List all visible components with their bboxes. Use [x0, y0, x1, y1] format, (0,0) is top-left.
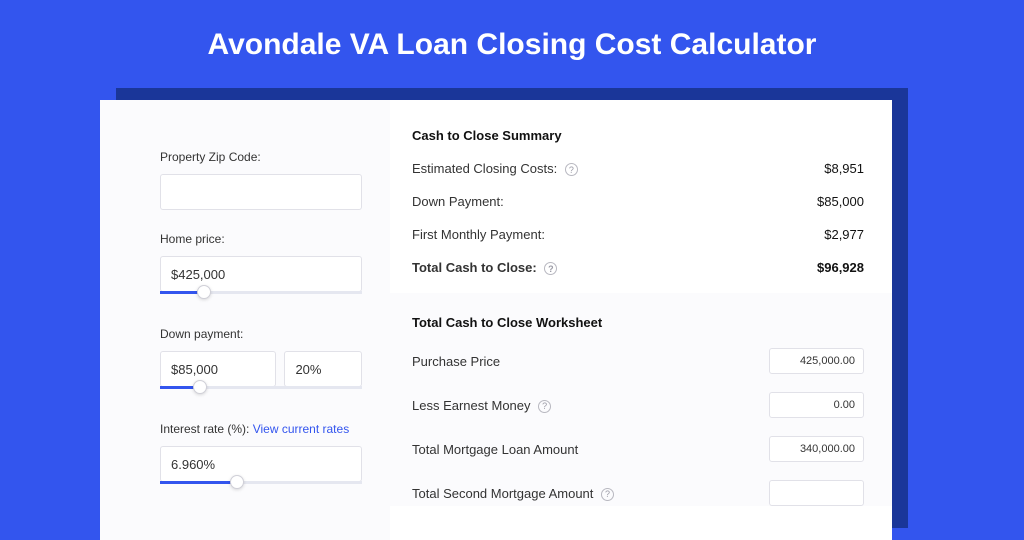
interest-label-text: Interest rate (%):	[160, 422, 253, 436]
slider-thumb[interactable]	[230, 475, 244, 489]
worksheet-value-input[interactable]	[769, 348, 864, 374]
help-icon[interactable]: ?	[538, 400, 551, 413]
help-icon[interactable]: ?	[601, 488, 614, 501]
help-icon[interactable]: ?	[544, 262, 557, 275]
inputs-panel: Property Zip Code: Home price: Down paym…	[100, 100, 390, 540]
summary-row: Down Payment: $85,000	[412, 194, 864, 209]
worksheet-row: Less Earnest Money ?	[412, 392, 864, 418]
home-price-group: Home price:	[160, 232, 362, 305]
worksheet-label: Purchase Price	[412, 354, 500, 369]
worksheet-value-input[interactable]	[769, 392, 864, 418]
summary-row: First Monthly Payment: $2,977	[412, 227, 864, 242]
worksheet-row: Total Second Mortgage Amount ?	[412, 480, 864, 506]
zip-group: Property Zip Code:	[160, 150, 362, 210]
interest-input[interactable]	[160, 446, 362, 482]
slider-thumb[interactable]	[193, 380, 207, 394]
interest-slider[interactable]	[160, 481, 362, 495]
help-icon[interactable]: ?	[565, 163, 578, 176]
down-payment-label: Down payment:	[160, 327, 362, 341]
down-payment-slider[interactable]	[160, 386, 362, 400]
summary-value: $8,951	[824, 161, 864, 176]
worksheet-label: Less Earnest Money ?	[412, 398, 551, 413]
summary-value: $2,977	[824, 227, 864, 242]
calculator-card: Property Zip Code: Home price: Down paym…	[100, 100, 892, 540]
worksheet-label: Total Second Mortgage Amount ?	[412, 486, 614, 501]
summary-value: $85,000	[817, 194, 864, 209]
down-payment-inputs	[160, 351, 362, 387]
home-price-input[interactable]	[160, 256, 362, 292]
summary-value: $96,928	[817, 260, 864, 275]
summary-panel: Cash to Close Summary Estimated Closing …	[390, 100, 892, 540]
summary-row: Estimated Closing Costs: ? $8,951	[412, 161, 864, 176]
view-rates-link[interactable]: View current rates	[253, 422, 350, 436]
worksheet-label-text: Total Second Mortgage Amount	[412, 486, 593, 501]
summary-label: Down Payment:	[412, 194, 504, 209]
summary-label-text: Total Cash to Close:	[412, 260, 537, 275]
zip-label: Property Zip Code:	[160, 150, 362, 164]
zip-input[interactable]	[160, 174, 362, 210]
down-payment-pct-input[interactable]	[284, 351, 362, 387]
worksheet-label-text: Less Earnest Money	[412, 398, 531, 413]
home-price-slider[interactable]	[160, 291, 362, 305]
summary-label: Estimated Closing Costs: ?	[412, 161, 578, 176]
home-price-label: Home price:	[160, 232, 362, 246]
summary-row-total: Total Cash to Close: ? $96,928	[412, 260, 864, 275]
worksheet-label: Total Mortgage Loan Amount	[412, 442, 578, 457]
page-title: Avondale VA Loan Closing Cost Calculator	[0, 0, 1024, 82]
slider-thumb[interactable]	[197, 285, 211, 299]
interest-group: Interest rate (%): View current rates	[160, 422, 362, 495]
summary-label: First Monthly Payment:	[412, 227, 545, 242]
worksheet-value-input[interactable]	[769, 436, 864, 462]
down-payment-input[interactable]	[160, 351, 276, 387]
down-payment-group: Down payment:	[160, 327, 362, 400]
summary-label-text: Estimated Closing Costs:	[412, 161, 557, 176]
worksheet-heading: Total Cash to Close Worksheet	[412, 315, 864, 330]
summary-heading: Cash to Close Summary	[412, 128, 864, 143]
worksheet-value-input[interactable]	[769, 480, 864, 506]
summary-label: Total Cash to Close: ?	[412, 260, 557, 275]
worksheet-row: Purchase Price	[412, 348, 864, 374]
worksheet-panel: Total Cash to Close Worksheet Purchase P…	[390, 293, 892, 506]
slider-fill	[160, 481, 237, 484]
worksheet-row: Total Mortgage Loan Amount	[412, 436, 864, 462]
interest-label: Interest rate (%): View current rates	[160, 422, 362, 436]
